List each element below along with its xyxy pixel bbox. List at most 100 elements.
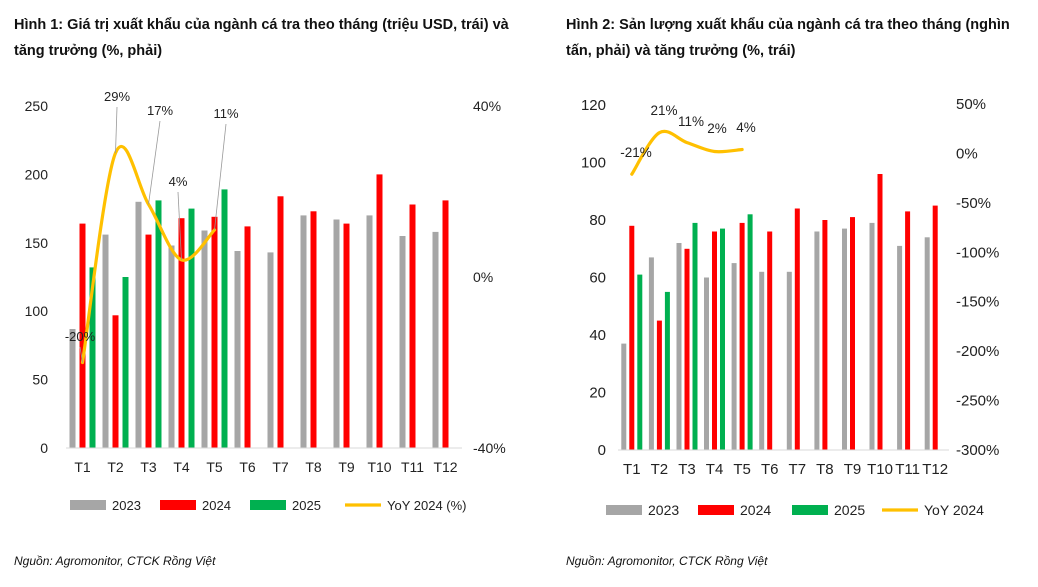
legend-label: 2024 bbox=[202, 498, 231, 513]
bar-2024-T12 bbox=[932, 205, 938, 450]
bar-2025-T5 bbox=[747, 214, 753, 451]
yoy-data-label: 2% bbox=[707, 121, 727, 136]
category-label: T2 bbox=[651, 461, 669, 478]
left-axis-tick-c1: 50 bbox=[32, 372, 48, 388]
bar-2023-T12 bbox=[924, 237, 930, 451]
bar-2024-T8 bbox=[822, 220, 828, 450]
source-note-2: Nguồn: Agromonitor, CTCK Rồng Việt bbox=[566, 554, 768, 568]
left-axis-tick-c2: 40 bbox=[589, 327, 606, 344]
bar-2023-T10 bbox=[366, 215, 373, 448]
bar-2023-T2 bbox=[102, 234, 109, 448]
bar-2023-T1 bbox=[69, 329, 76, 448]
data-label-leader bbox=[177, 191, 182, 260]
bar-2023-T4 bbox=[704, 277, 709, 450]
category-label: T3 bbox=[678, 461, 696, 478]
yoy-line bbox=[80, 144, 217, 365]
bar-2023-T1 bbox=[621, 343, 627, 450]
legend-label: 2024 bbox=[740, 502, 771, 518]
category-label: T1 bbox=[623, 461, 641, 478]
right-axis-tick-c1: 0% bbox=[473, 269, 493, 285]
bar-2025-T4 bbox=[188, 208, 195, 448]
bar-2023-T7 bbox=[786, 271, 792, 451]
legend-label: YoY 2024 bbox=[924, 502, 984, 518]
bar-2025-T1 bbox=[89, 267, 96, 448]
legend-swatch-2025 bbox=[792, 505, 828, 515]
legend-label: 2025 bbox=[834, 502, 865, 518]
category-label: T9 bbox=[338, 459, 355, 475]
bar-2024-T5 bbox=[211, 216, 218, 448]
yoy-data-label: 11% bbox=[678, 114, 704, 129]
data-label-leader bbox=[214, 123, 227, 231]
right-axis-tick-c2: -150% bbox=[956, 294, 999, 311]
left-axis-tick-c2: 60 bbox=[589, 270, 606, 287]
legend-swatch-2023 bbox=[70, 500, 106, 510]
left-axis-tick-c2: 0 bbox=[598, 442, 606, 459]
yoy-data-label: 17% bbox=[147, 103, 173, 118]
right-axis-tick-c2: -300% bbox=[956, 442, 999, 459]
chart-1-svg: 0 50 100 150 200 250 -40% 0% 40% T1 T2 T3 T4 T5 T6 T7 T8… bbox=[25, 89, 506, 513]
data-label-leader bbox=[79, 346, 83, 363]
legend-label: 2023 bbox=[112, 498, 141, 513]
category-label: T11 bbox=[401, 459, 424, 475]
legend-swatch-2024 bbox=[160, 500, 196, 510]
bar-2023-T10 bbox=[869, 222, 875, 450]
bar-2024-T9 bbox=[343, 223, 350, 448]
category-label: T10 bbox=[867, 461, 893, 478]
yoy-line bbox=[630, 129, 744, 176]
bar-2024-T11 bbox=[409, 204, 416, 448]
bar-2024-T9 bbox=[850, 217, 855, 450]
yoy-data-label: 21% bbox=[650, 103, 677, 118]
category-label: T4 bbox=[706, 461, 724, 478]
bar-2025-T3 bbox=[155, 200, 162, 448]
category-label: T9 bbox=[844, 461, 862, 478]
category-label: T5 bbox=[733, 461, 751, 478]
right-axis-tick-c2: -250% bbox=[956, 393, 999, 410]
bar-2024-T10 bbox=[877, 174, 883, 450]
chart-panel-1: Hình 1: Giá trị xuất khẩu của ngành cá t… bbox=[14, 17, 509, 568]
bar-2023-T4 bbox=[168, 245, 175, 448]
data-label-leader bbox=[115, 106, 118, 154]
bar-2023-T11 bbox=[897, 245, 903, 450]
bar-2023-T11 bbox=[399, 236, 406, 448]
bar-2024-T1 bbox=[629, 225, 635, 451]
right-axis-tick-c2: -200% bbox=[956, 343, 999, 360]
chart-title-1: Hình 1: Giá trị xuất khẩu của ngành cá t… bbox=[14, 17, 509, 59]
bar-2025-T3 bbox=[692, 222, 698, 450]
category-label: T6 bbox=[761, 461, 779, 478]
bar-2024-T10 bbox=[376, 174, 383, 448]
source-note-1: Nguồn: Agromonitor, CTCK Rồng Việt bbox=[14, 554, 216, 568]
right-axis-tick-c2: -50% bbox=[956, 195, 991, 212]
bar-2023-T9 bbox=[842, 228, 847, 450]
left-axis-tick-c2: 120 bbox=[581, 97, 606, 114]
left-axis-tick-c1: 0 bbox=[40, 440, 48, 456]
bar-2024-T7 bbox=[277, 196, 284, 448]
bar-2023-T6 bbox=[234, 251, 241, 448]
legend-swatch-2025 bbox=[250, 500, 286, 510]
category-label: T8 bbox=[816, 461, 834, 478]
category-label: T12 bbox=[433, 459, 457, 475]
bar-2024-T5 bbox=[739, 222, 745, 450]
chart-panel-2: Hình 2: Sản lượng xuất khẩu của ngành cá… bbox=[560, 0, 1038, 587]
category-label: T7 bbox=[789, 461, 807, 478]
bar-2024-T4 bbox=[712, 231, 717, 450]
bar-2024-T6 bbox=[767, 231, 773, 450]
yoy-data-label: 4% bbox=[169, 174, 188, 189]
chart-2-svg: 0 20 40 60 80 100 120 -300% -250% -200% -150% -100%… bbox=[581, 96, 999, 518]
bar-2024-T1 bbox=[79, 223, 86, 448]
bar-2024-T12 bbox=[442, 200, 449, 448]
bar-2025-T4 bbox=[720, 228, 725, 450]
category-label: T10 bbox=[367, 459, 391, 475]
category-label: T12 bbox=[922, 461, 948, 478]
right-axis-tick-c2: -100% bbox=[956, 244, 999, 261]
category-label: T6 bbox=[239, 459, 256, 475]
yoy-data-label: -20% bbox=[65, 329, 96, 344]
bar-2023-T3 bbox=[676, 243, 682, 450]
bar-2024-T11 bbox=[905, 211, 911, 450]
yoy-data-label: 11% bbox=[213, 106, 238, 121]
left-axis-tick-c2: 20 bbox=[589, 385, 606, 402]
left-axis-tick-c1: 250 bbox=[25, 98, 49, 114]
right-axis-tick-c1: -40% bbox=[473, 440, 506, 456]
bar-2024-T6 bbox=[244, 226, 251, 448]
bar-2024-T7 bbox=[794, 208, 800, 450]
bar-2023-T8 bbox=[814, 231, 820, 450]
